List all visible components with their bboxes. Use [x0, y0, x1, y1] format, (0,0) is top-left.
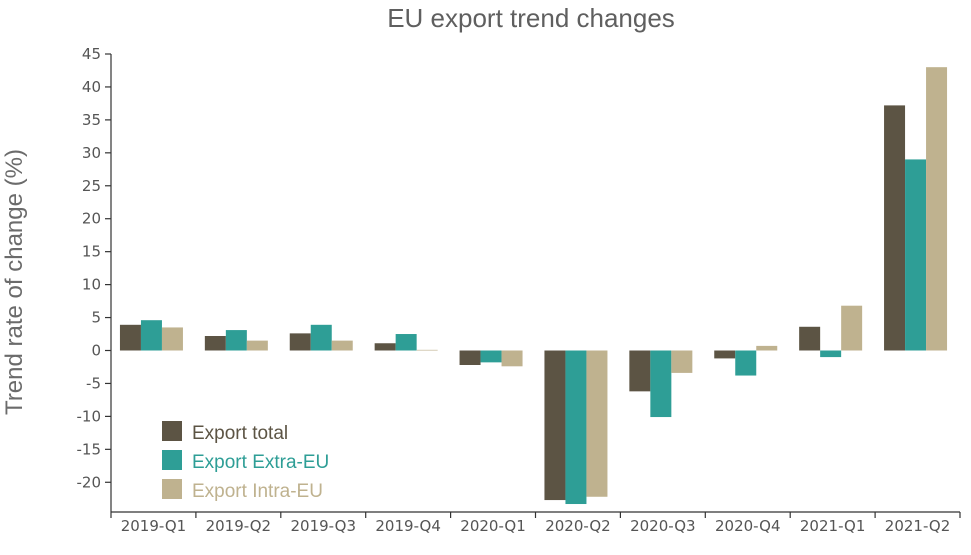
y-axis: 45 40 35 30 25 20 15 10 5 0 -5 -10 -15 -20 — [77, 45, 112, 512]
bar — [140, 320, 162, 351]
bar — [565, 350, 587, 505]
legend-label: Export Intra-EU — [192, 481, 323, 502]
y-tick-label: 25 — [82, 177, 101, 195]
x-tick-label: 2021-Q1 — [800, 517, 866, 535]
bar — [204, 336, 226, 351]
bar — [225, 330, 247, 351]
bar — [586, 350, 608, 497]
y-tick-label: -10 — [77, 407, 102, 425]
bar — [119, 324, 141, 351]
bar — [714, 350, 736, 359]
x-tick-label: 2019-Q2 — [206, 517, 272, 535]
bar — [544, 350, 566, 501]
bar — [820, 350, 842, 358]
y-tick-label: 45 — [82, 45, 101, 63]
bar — [671, 350, 693, 373]
legend-swatch — [162, 450, 182, 470]
x-tick-label: 2019-Q4 — [375, 517, 441, 535]
bar — [926, 67, 948, 351]
y-axis-label: Trend rate of change (%) — [1, 149, 28, 415]
bar — [735, 350, 757, 376]
bar — [756, 345, 778, 351]
x-tick-label: 2020-Q1 — [460, 517, 526, 535]
bar — [395, 334, 417, 351]
y-tick-label: 10 — [82, 276, 101, 294]
y-tick-label: 35 — [82, 111, 101, 129]
bar — [246, 340, 268, 351]
bar — [480, 350, 502, 363]
x-tick-label: 2020-Q2 — [545, 517, 611, 535]
bar — [629, 350, 651, 392]
legend: Export total Export Extra-EU Export Intra-… — [162, 421, 329, 502]
x-tick-label: 2019-Q3 — [291, 517, 357, 535]
x-tick-label: 2020-Q3 — [630, 517, 696, 535]
legend-label: Export Extra-EU — [192, 452, 329, 473]
bar — [331, 340, 353, 351]
y-tick-label: -5 — [86, 374, 101, 392]
bar — [650, 350, 672, 418]
y-tick-label: 15 — [82, 243, 101, 261]
legend-label: Export total — [192, 423, 288, 444]
bar — [841, 305, 863, 351]
bars-group — [119, 67, 948, 505]
x-tick-label: 2020-Q4 — [715, 517, 781, 535]
y-tick-label: 5 — [91, 309, 101, 327]
bar — [905, 159, 927, 351]
y-tick-label: -15 — [77, 440, 102, 458]
y-tick-label: 30 — [82, 144, 101, 162]
bar — [374, 343, 396, 351]
y-tick-label: 40 — [82, 78, 101, 96]
y-tick-label: -20 — [77, 473, 102, 491]
legend-swatch — [162, 479, 182, 499]
bar — [799, 326, 821, 351]
y-tick-label: 0 — [91, 342, 101, 360]
x-tick-label: 2021-Q2 — [885, 517, 951, 535]
bar — [501, 350, 523, 367]
bar — [884, 105, 906, 351]
x-tick-label: 2019-Q1 — [121, 517, 187, 535]
bar — [416, 349, 438, 351]
legend-swatch — [162, 421, 182, 441]
bar — [459, 350, 481, 365]
chart-title: EU export trend changes — [387, 3, 675, 33]
bar — [310, 324, 332, 351]
bar — [289, 333, 311, 351]
y-tick-label: 20 — [82, 210, 101, 228]
bar — [161, 327, 183, 351]
x-axis: 2019-Q1 2019-Q2 2019-Q3 2019-Q4 2020-Q1 2020-… — [110, 511, 961, 535]
